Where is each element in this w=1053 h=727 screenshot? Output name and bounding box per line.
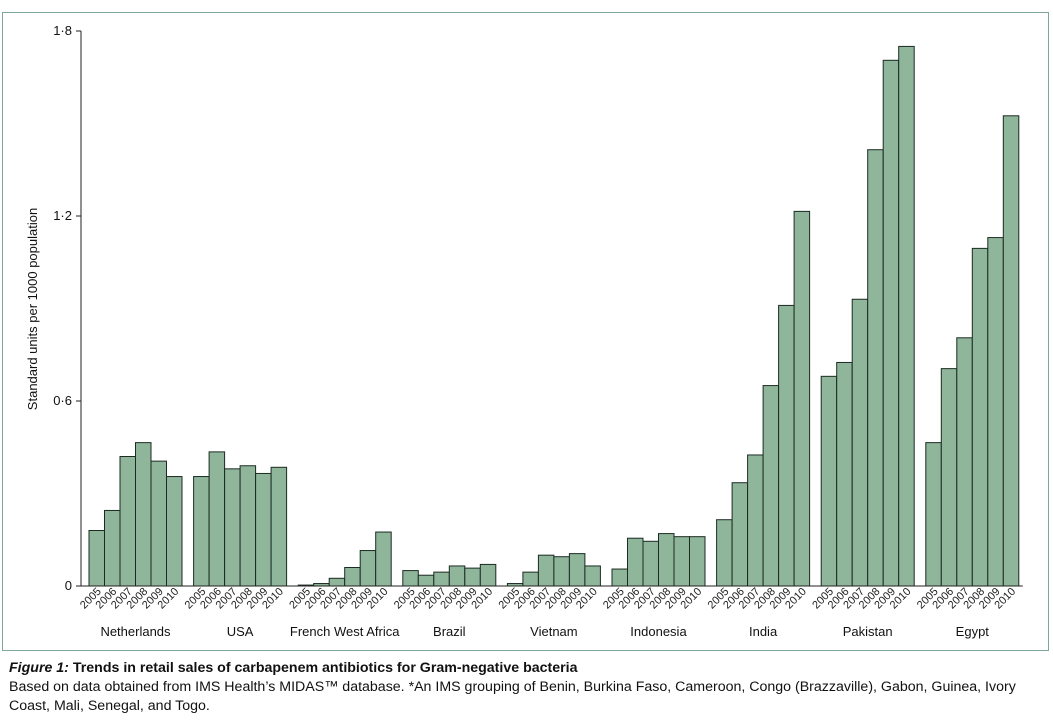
y-tick-label: 1·2	[53, 208, 72, 223]
bar	[611, 568, 628, 587]
bar	[208, 451, 226, 587]
bar	[882, 59, 900, 587]
bar	[568, 553, 586, 587]
bar	[627, 537, 644, 587]
chart-frame	[2, 12, 1049, 651]
bar	[344, 567, 361, 587]
bar	[836, 361, 853, 587]
bar	[433, 571, 450, 587]
group-label: Pakistan	[843, 624, 893, 639]
bar	[135, 442, 152, 587]
bar	[793, 210, 811, 587]
group-label: India	[749, 624, 778, 639]
bar	[867, 149, 884, 587]
bar	[820, 375, 838, 587]
y-tick-label: 1·8	[53, 23, 72, 38]
group-label: French West Africa	[290, 624, 400, 639]
y-tick-label: 0·6	[53, 393, 72, 408]
bar	[716, 519, 733, 587]
group-label: Indonesia	[630, 624, 687, 639]
bar	[522, 571, 539, 587]
bar	[658, 533, 675, 587]
bar	[747, 454, 764, 587]
caption-body: Based on data obtained from IMS Health’s…	[9, 679, 1016, 714]
bar	[193, 476, 210, 587]
bar	[150, 460, 167, 587]
y-tick-label: 0	[65, 578, 72, 593]
bars	[81, 45, 1023, 587]
bar	[537, 554, 555, 587]
group-label: Vietnam	[530, 624, 577, 639]
y-axis-label: Standard units per 1000 population	[25, 208, 40, 410]
bar	[940, 368, 958, 587]
bar	[971, 247, 989, 587]
group-label: USA	[227, 624, 254, 639]
bar	[417, 574, 435, 587]
bar	[956, 337, 973, 587]
bar	[239, 465, 257, 587]
bar	[1002, 115, 1020, 587]
figure-title: Trends in retail sales of carbapenem ant…	[72, 660, 578, 676]
bar	[119, 456, 136, 587]
bar	[224, 468, 241, 587]
bar	[104, 509, 121, 587]
bar	[925, 442, 942, 587]
bar	[166, 476, 183, 587]
bar	[479, 563, 497, 587]
bar	[898, 45, 915, 587]
bar	[448, 565, 466, 587]
bar	[402, 570, 419, 587]
bar	[584, 565, 601, 587]
bar	[762, 385, 780, 587]
bar	[731, 482, 749, 587]
bar	[88, 530, 105, 587]
bar	[778, 304, 795, 587]
bar	[553, 556, 570, 587]
bar	[375, 531, 392, 587]
group-label: Egypt	[956, 624, 990, 639]
bar-chart: 0 0·6 1·2 1·8 200520062007200820092010Nethe…	[25, 23, 1023, 639]
caption-title-line: Figure 1: Trends in retail sales of carb…	[9, 659, 1049, 678]
figure-caption: Figure 1: Trends in retail sales of carb…	[9, 659, 1049, 716]
bar	[987, 237, 1004, 587]
bar	[464, 567, 481, 587]
bar	[689, 536, 706, 587]
bar	[255, 472, 272, 587]
bar	[328, 577, 346, 587]
bar	[359, 550, 377, 587]
y-axis: 0 0·6 1·2 1·8	[53, 23, 82, 593]
bar	[851, 298, 869, 587]
bar	[642, 540, 659, 587]
group-label: Netherlands	[100, 624, 171, 639]
bar	[673, 536, 690, 587]
group-label: Brazil	[433, 624, 466, 639]
bar	[270, 466, 288, 587]
figure-label: Figure 1:	[9, 660, 69, 676]
x-axis-labels: 200520062007200820092010Netherlands20052…	[78, 586, 1018, 639]
